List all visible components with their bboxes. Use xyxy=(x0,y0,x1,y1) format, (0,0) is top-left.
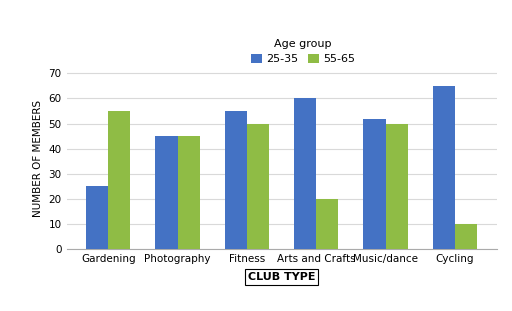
Bar xyxy=(225,111,247,249)
Y-axis label: NUMBER OF MEMBERS: NUMBER OF MEMBERS xyxy=(33,100,43,217)
Bar xyxy=(247,123,269,249)
Bar xyxy=(86,186,109,249)
Bar xyxy=(433,86,455,249)
X-axis label: CLUB TYPE: CLUB TYPE xyxy=(248,272,315,282)
Bar xyxy=(156,136,178,249)
Legend: 25-35, 55-65: 25-35, 55-65 xyxy=(247,34,359,69)
Bar xyxy=(178,136,200,249)
Bar xyxy=(109,111,131,249)
Bar xyxy=(294,99,316,249)
Bar xyxy=(386,123,408,249)
Bar xyxy=(455,224,477,249)
Bar xyxy=(364,118,386,249)
Bar xyxy=(316,199,338,249)
